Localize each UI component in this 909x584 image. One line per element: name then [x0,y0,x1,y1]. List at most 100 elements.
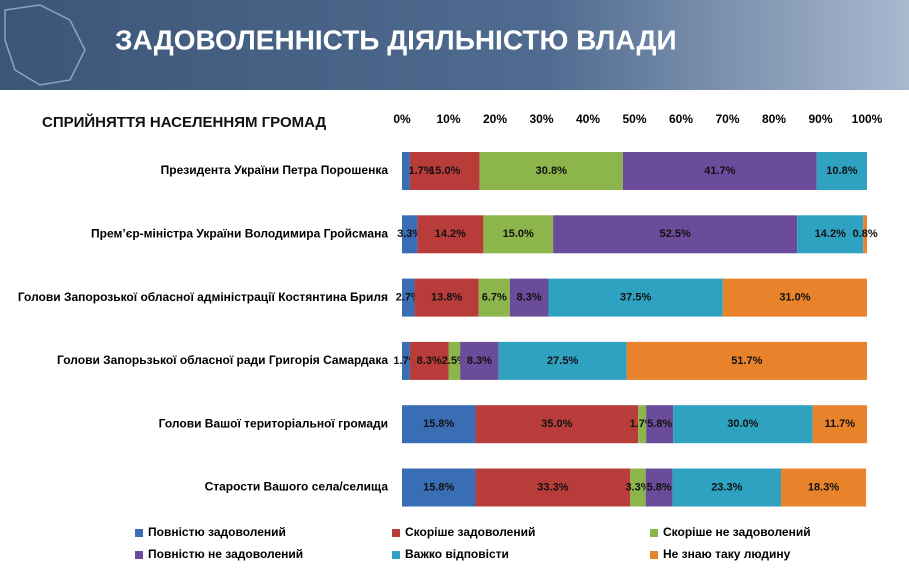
legend-label: Скоріше задоволений [405,525,535,539]
value-label: 6.7% [482,292,507,304]
bar-segment [816,152,867,190]
legend-swatch [650,529,658,537]
bar-segment [402,405,476,444]
value-label: 5.8% [647,418,672,430]
x-tick-label: 30% [529,112,553,126]
x-tick-label: 100% [852,112,883,126]
bar-segment [460,341,499,380]
bar-segment [673,405,813,444]
value-label: 51.7% [731,355,762,367]
value-label: 15.8% [423,418,454,430]
value-label: 15.0% [503,228,534,240]
map-outline [4,4,86,86]
legend-label: Повністю задоволений [148,525,286,539]
x-tick-label: 40% [576,112,600,126]
bar-segment [797,215,864,254]
x-tick-label: 60% [669,112,693,126]
header-banner [0,0,909,90]
bar-segment [646,405,674,444]
bar-segment [812,405,867,444]
value-label: 3.3% [397,228,422,240]
category-label: Старости Вашого села/селища [205,480,389,494]
value-label: 11.7% [825,418,856,430]
bar-segment [402,215,418,254]
bar-segment [448,341,461,380]
legend-swatch [135,551,143,559]
bar-segment [402,278,415,317]
x-tick-label: 90% [808,112,832,126]
legend-swatch [135,529,143,537]
bar-segment [672,468,781,507]
bar-segment [548,278,723,317]
bar-segment [638,405,647,444]
value-label: 18.3% [808,481,839,493]
x-tick-label: 50% [622,112,646,126]
bar-segment [553,215,798,254]
value-label: 37.5% [620,292,651,304]
bar-segment [402,341,410,380]
value-label: 31.0% [779,292,810,304]
category-label: Президента України Петра Порошенка [161,163,389,177]
value-label: 52.5% [660,228,691,240]
bar-segment [498,341,627,380]
legend-label: Повністю не задоволений [148,547,303,561]
value-label: 1.7% [408,165,433,177]
x-tick-label: 80% [762,112,786,126]
value-label: 30.8% [536,165,567,177]
value-label: 27.5% [547,355,578,367]
value-label: 14.2% [815,228,846,240]
value-label: 41.7% [704,165,735,177]
value-label: 23.3% [711,481,742,493]
x-tick-label: 10% [436,112,460,126]
value-label: 30.0% [727,418,758,430]
bar-segment [475,405,639,444]
category-label: Голови Запорьзької обласної ради Григорі… [57,353,388,367]
legend-label: Важко відповісти [405,547,509,561]
value-label: 13.8% [431,292,462,304]
legend-swatch [392,551,400,559]
bar-segment [479,152,623,190]
bar-segment [402,152,410,190]
bar-segment [417,215,484,254]
value-label: 35.0% [541,418,572,430]
value-label: 15.8% [423,481,454,493]
value-label: 8.3% [417,355,442,367]
bar-segment [722,278,867,317]
x-tick-label: 20% [483,112,507,126]
bar-segment [622,152,817,190]
value-label: 0.8% [853,228,878,240]
bar-segment [409,152,480,190]
bar-segment [626,341,867,380]
value-label: 8.3% [467,355,492,367]
category-label: Прем’єр-міністра України Володимира Грой… [91,226,388,240]
value-label: 10.8% [826,165,857,177]
bar-segment [414,278,479,317]
bar-segment [780,468,867,507]
bar-segment [509,278,549,317]
bar-segment [402,468,476,507]
chart-subtitle: СПРИЙНЯТТЯ НАСЕЛЕННЯМ ГРОМАД [42,113,327,131]
bar-segment [478,278,510,317]
chart-title: ЗАДОВОЛЕННІСТЬ ДІЯЛЬНІСТЮ ВЛАДИ [115,24,677,55]
legend-label: Скоріше не задоволений [663,525,811,539]
bar-segment [409,341,449,380]
category-label: Голови Запорозької обласної адміністраці… [18,290,388,304]
value-label: 5.8% [647,481,672,493]
value-label: 3.3% [625,481,650,493]
value-label: 33.3% [537,481,568,493]
legend-swatch [650,551,658,559]
bar-segment [475,468,631,507]
value-label: 8.3% [517,292,542,304]
legend-label: Не знаю таку людину [663,547,791,561]
value-label: 14.2% [435,228,466,240]
legend-swatch [392,529,400,537]
value-label: 15.0% [429,165,460,177]
bar-segment [645,468,673,507]
x-tick-label: 70% [715,112,739,126]
bar-segment [863,215,867,254]
bar-segment [630,468,646,507]
x-tick-label: 0% [393,112,411,126]
bar-segment [483,215,554,254]
category-label: Голови Вашої територіальної громади [159,416,388,430]
